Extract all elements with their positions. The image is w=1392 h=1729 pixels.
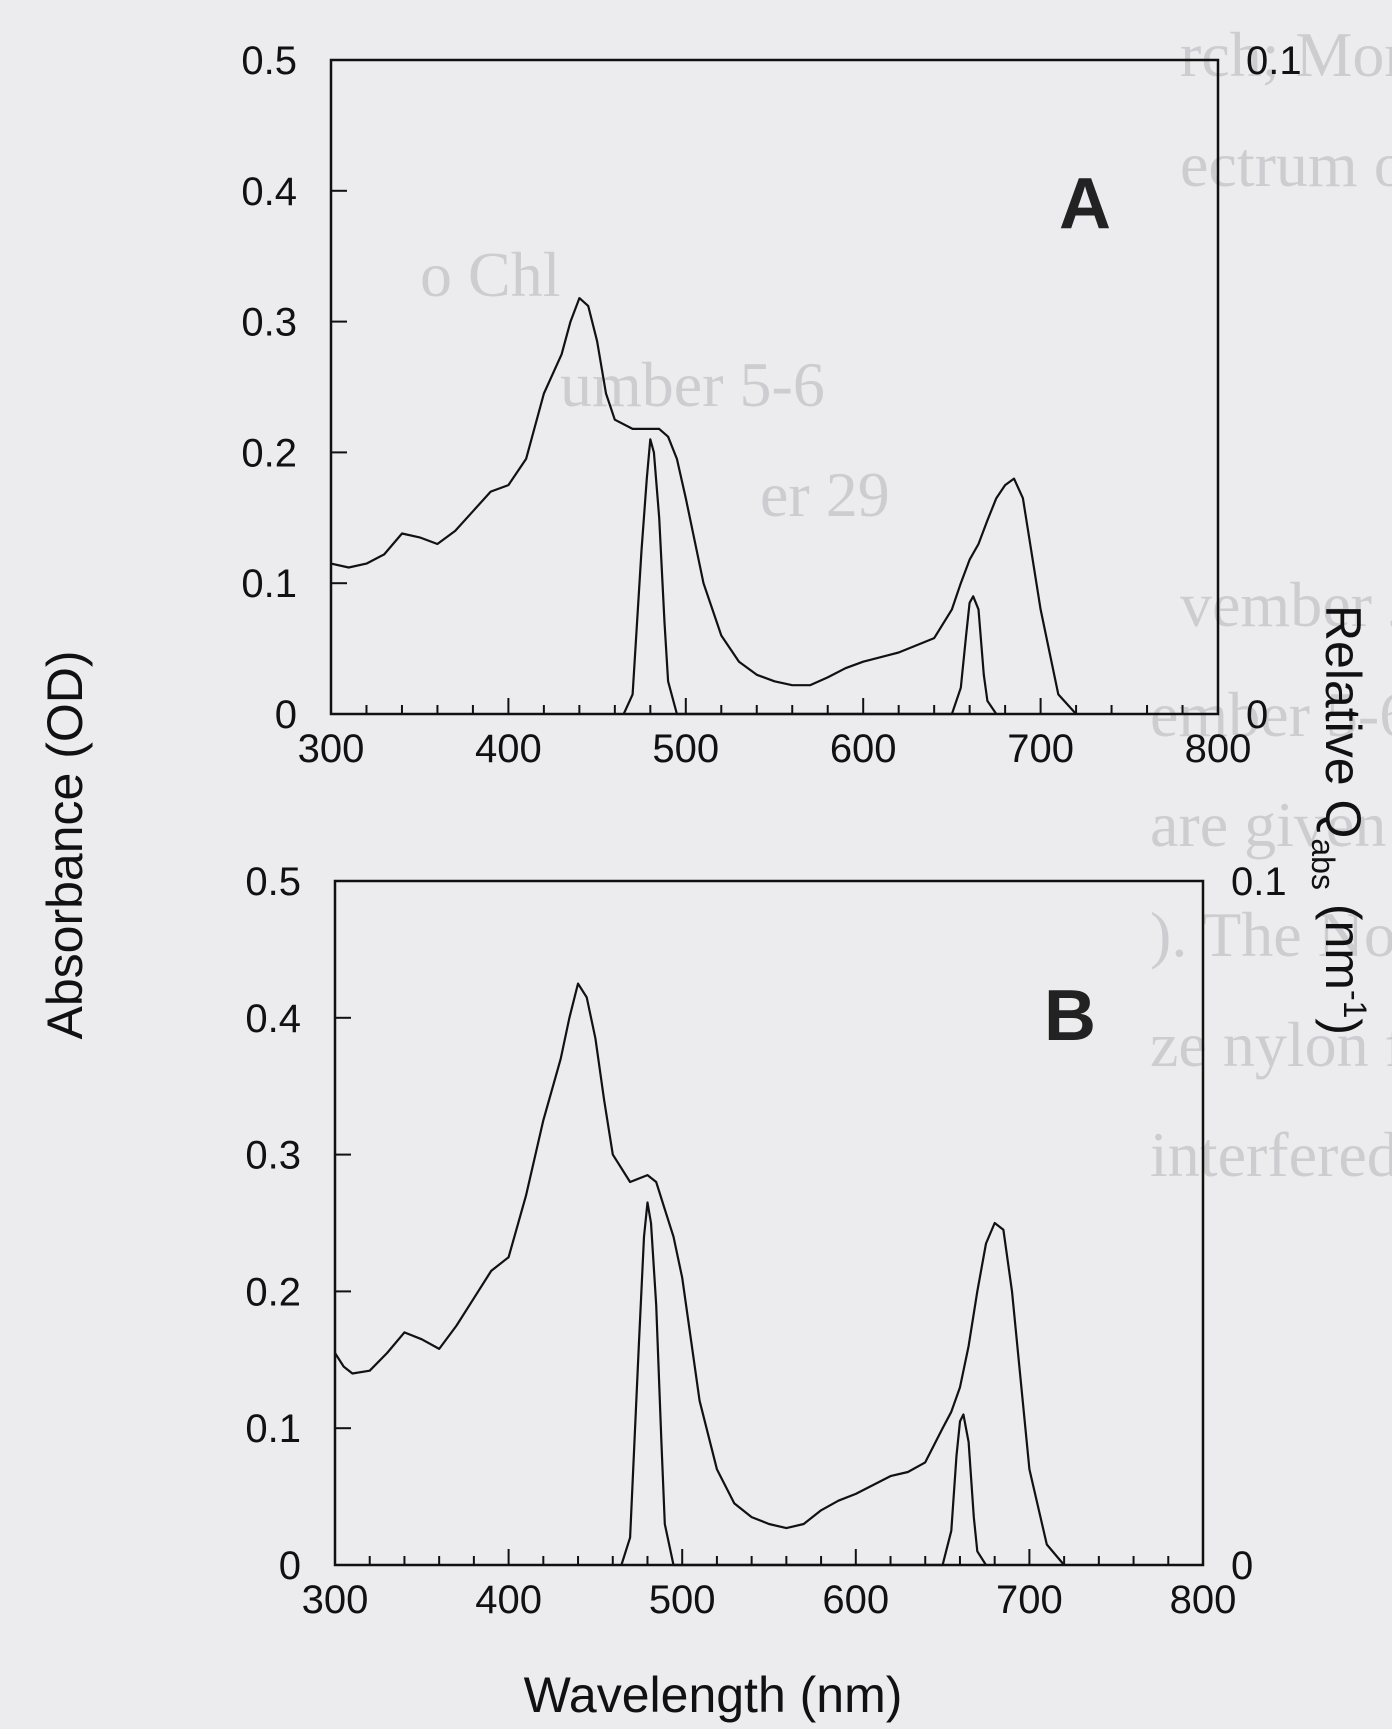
panel-a-y2-tick-label: 0.1 <box>1246 39 1302 83</box>
y-axis-title-right-subscript: abs <box>1305 838 1341 890</box>
panel-b-y2-tick-label: 0 <box>1231 1544 1253 1588</box>
panel-b-y-tick-label: 0.4 <box>245 997 301 1041</box>
bg-line: o Chl <box>420 239 561 310</box>
panel-a-qabs-line <box>622 438 998 716</box>
bg-line: are given for each time a sample was tak… <box>1150 789 1392 860</box>
x-axis-title: Wavelength (nm) <box>524 1667 903 1723</box>
panel-b-x-tick-label: 800 <box>1170 1578 1237 1622</box>
panel-a-x-tick-label: 600 <box>830 727 897 771</box>
panel-a-y-tick-label: 0.2 <box>241 431 297 475</box>
panel-a-absorbance-line <box>330 297 1077 715</box>
y-axis-title-right-main: Relative Q <box>1315 605 1371 838</box>
y-axis-title-right-superscript: -1 <box>1337 990 1373 1018</box>
panel-a-y-tick-label: 0.3 <box>241 301 297 345</box>
panel-b-y-tick-label: 0 <box>279 1544 301 1588</box>
panel-b-y-tick-label: 0.2 <box>245 1270 301 1314</box>
panel-b-y-tick-label: 0.5 <box>245 860 301 904</box>
bg-line: interfered with the Mitchell method. How… <box>1150 1119 1392 1190</box>
panel-b-letter: B <box>1044 976 1096 1056</box>
bg-line: ze nylon filters. Measurement <box>1150 1009 1392 1080</box>
panel-a-y-tick-label: 0 <box>275 693 297 737</box>
panel-a-x-tick-label: 800 <box>1185 727 1252 771</box>
bg-line: vember 22 <box>1180 569 1392 640</box>
panel-b-y2-tick-label: 0.1 <box>1231 860 1287 904</box>
bg-line: ). The November samples were only <box>1150 899 1392 970</box>
panel-a-y-tick-label: 0.4 <box>241 170 297 214</box>
panel-b-y-tick-label: 0.3 <box>245 1134 301 1178</box>
bg-line: er 29 <box>760 459 890 530</box>
panel-b-absorbance-line <box>334 982 1065 1566</box>
y-axis-title-right-close: ) <box>1315 1018 1371 1035</box>
panel-a-frame <box>329 58 1220 716</box>
y-axis-title-right: Relative Qabs (nm-1) <box>1305 605 1373 1035</box>
bg-line: rch; More remote samples were included. … <box>1180 19 1392 90</box>
panel-b-y-tick-label: 0.1 <box>245 1407 301 1451</box>
panel-b-x-tick-label: 600 <box>822 1578 889 1622</box>
panel-b-qabs-line <box>620 1201 987 1567</box>
bg-line: ectrum of bleached samples; the <box>1180 129 1392 200</box>
panel-a-x-tick-label: 700 <box>1007 727 1074 771</box>
panel-a-letter: A <box>1059 164 1111 244</box>
y-axis-title-right-unit: (nm <box>1315 890 1371 990</box>
panel-a-y2-tick-label: 0 <box>1246 693 1268 737</box>
panel-b-x-tick-label: 400 <box>475 1578 542 1622</box>
panel-b-x-tick-label: 500 <box>649 1578 716 1622</box>
panel-b-x-tick-label: 700 <box>996 1578 1063 1622</box>
panel-a-x-tick-label: 300 <box>298 727 365 771</box>
y-axis-title-left: Absorbance (OD) <box>37 650 93 1039</box>
panel-a-x-tick-label: 400 <box>475 727 542 771</box>
panel-a-y-tick-label: 0.5 <box>241 39 297 83</box>
panel-a-x-tick-label: 500 <box>652 727 719 771</box>
panel-a-y-tick-label: 0.1 <box>241 562 297 606</box>
panel-b-x-tick-label: 300 <box>302 1578 369 1622</box>
